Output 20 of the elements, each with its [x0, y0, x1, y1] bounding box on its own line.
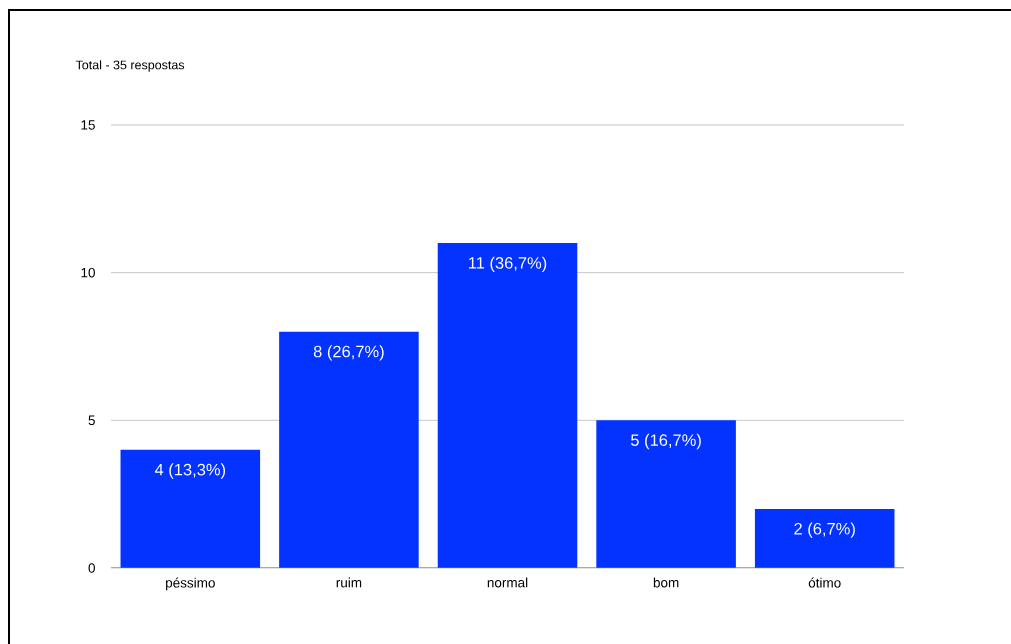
- data-label: 8 (26,7%): [313, 345, 384, 361]
- y-tick-label: 0: [88, 563, 95, 573]
- y-tick-label: 10: [81, 267, 95, 278]
- data-label: 5 (16,7%): [631, 433, 701, 450]
- x-tick-label: bom: [653, 577, 679, 588]
- x-tick-label: péssimo: [166, 577, 215, 591]
- y-tick-label: 15: [81, 120, 95, 130]
- bar: [754, 508, 895, 568]
- x-tick-label: ruim: [336, 577, 362, 588]
- chart-title: Total - 35 respostas: [75, 60, 185, 72]
- bar: [596, 420, 736, 568]
- x-tick-label: normal: [487, 577, 528, 588]
- y-tick-label: 5: [88, 415, 95, 426]
- data-label: 2 (6,7%): [794, 522, 855, 538]
- x-tick-label: ótimo: [808, 577, 841, 588]
- data-label: 4 (13,3%): [154, 463, 226, 479]
- bar: [437, 243, 578, 568]
- bar: [279, 331, 419, 568]
- data-label: 11 (36,7%): [469, 256, 547, 273]
- bar: [120, 449, 261, 568]
